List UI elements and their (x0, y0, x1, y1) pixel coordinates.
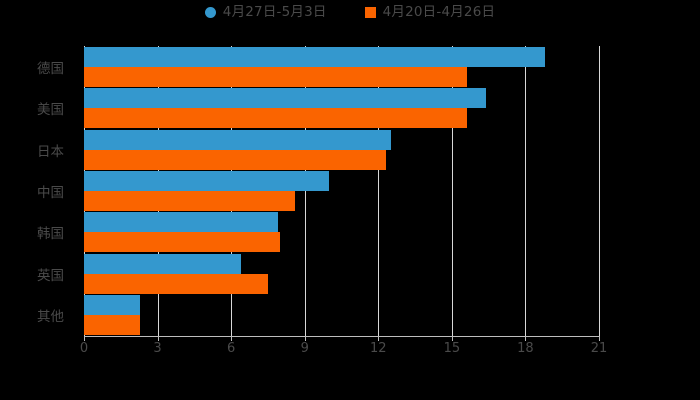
bar-series-1[interactable] (84, 315, 141, 336)
legend-label-series-1: 4月20日-4月26日 (382, 4, 496, 20)
y-axis-category-label: 中国 (37, 185, 64, 201)
x-gridline (525, 46, 527, 336)
y-axis-category-label: 其他 (37, 309, 64, 326)
x-tick-label: 12 (370, 341, 387, 356)
x-tick-label: 15 (443, 341, 461, 356)
y-axis-category-label: 韩国 (37, 226, 64, 243)
x-axis-line (84, 336, 600, 337)
x-tick-mark (231, 336, 233, 341)
plot-area (84, 46, 600, 336)
bar-series-1[interactable] (84, 232, 281, 253)
y-axis-category-label: 日本 (37, 143, 64, 160)
legend-circle-marker-icon (204, 7, 216, 19)
x-tick-label: 0 (79, 341, 89, 356)
chart-legend: 4月27日-5月3日 4月20日-4月26日 (0, 4, 700, 20)
x-tick-mark (84, 336, 85, 341)
x-tick-label: 9 (300, 341, 309, 356)
bar-series-1[interactable] (84, 273, 268, 294)
x-tick-mark (451, 336, 453, 341)
y-axis-labels: 德国美国日本中国韩国英国其他 (0, 46, 74, 336)
y-axis-category-label: 德国 (37, 60, 64, 77)
bar-series-0[interactable] (84, 253, 241, 274)
x-tick-label: 6 (227, 341, 236, 356)
x-tick-label: 21 (590, 341, 608, 356)
x-tick-label: 18 (517, 341, 534, 356)
legend-item-series-0[interactable]: 4月27日-5月3日 (204, 4, 327, 20)
x-gridline (378, 46, 380, 336)
bar-series-1[interactable] (84, 191, 295, 211)
x-gridline (304, 46, 306, 336)
bar-series-0[interactable] (84, 46, 546, 67)
y-axis-category-label: 英国 (37, 267, 64, 284)
x-tick-label: 3 (153, 341, 162, 356)
x-tick-mark (599, 336, 600, 341)
x-tick-mark (378, 336, 380, 341)
bar-series-1[interactable] (84, 149, 386, 170)
x-tick-mark (157, 336, 159, 341)
x-gridline (599, 46, 600, 336)
bar-series-1[interactable] (84, 108, 467, 129)
x-tick-mark (304, 336, 306, 341)
x-tick-mark (525, 336, 527, 341)
bar-series-0[interactable] (84, 88, 487, 109)
bar-series-0[interactable] (84, 171, 330, 191)
legend-label-series-0: 4月27日-5月3日 (222, 4, 327, 20)
bar-series-1[interactable] (84, 66, 467, 87)
bar-series-0[interactable] (84, 295, 141, 316)
legend-square-marker-icon (364, 7, 376, 19)
bar-series-0[interactable] (84, 212, 278, 233)
y-axis-category-label: 美国 (37, 102, 64, 119)
legend-item-series-1[interactable]: 4月20日-4月26日 (364, 4, 496, 20)
bar-series-0[interactable] (84, 129, 391, 150)
x-gridline (451, 46, 453, 336)
